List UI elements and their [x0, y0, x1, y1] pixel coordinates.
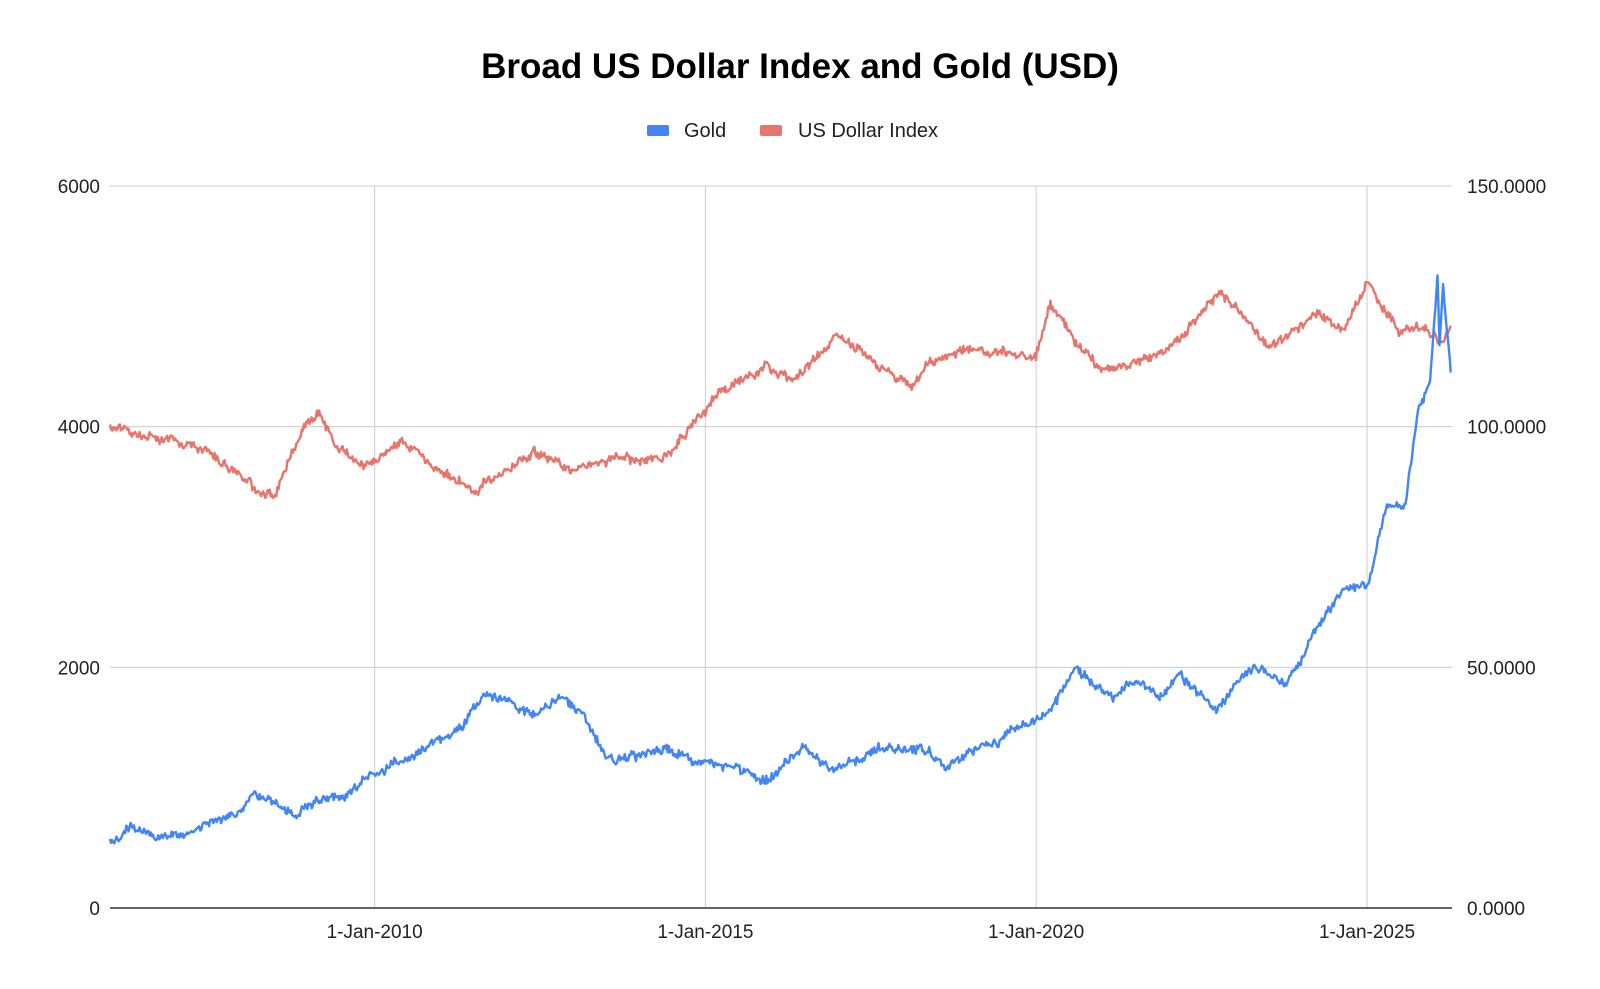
- horizontal-gridlines: [110, 185, 1452, 668]
- x-tick-label-0: 1-Jan-2010: [327, 922, 423, 943]
- legend: Gold US Dollar Index: [647, 120, 938, 142]
- legend-label-us-dollar-index: US Dollar Index: [798, 120, 938, 142]
- legend-label-gold: Gold: [684, 120, 726, 142]
- series-line-gold: [108, 274, 1452, 845]
- x-axis-tick-labels: 1-Jan-2010 1-Jan-2015 1-Jan-2020 1-Jan-2025: [327, 922, 1416, 943]
- x-tick-label-2: 1-Jan-2020: [988, 922, 1084, 943]
- left-axis-tick-labels: 0 2000 4000 6000: [58, 177, 100, 920]
- vertical-gridlines: [374, 186, 1368, 908]
- plot-area: [108, 274, 1452, 845]
- chart-title: Broad US Dollar Index and Gold (USD): [481, 47, 1119, 86]
- legend-swatch-us-dollar-index: [760, 125, 782, 136]
- right-axis-tick-labels: 0.0000 50.0000 100.0000 150.0000: [1467, 177, 1546, 920]
- left-tick-label-2: 4000: [58, 418, 100, 439]
- right-tick-label-0: 0.0000: [1467, 899, 1525, 920]
- right-tick-label-2: 100.0000: [1467, 418, 1546, 439]
- series-line-us-dollar-index: [108, 280, 1452, 500]
- legend-swatch-gold: [647, 125, 669, 136]
- left-tick-label-0: 0: [89, 899, 100, 920]
- left-tick-label-3: 6000: [58, 177, 100, 198]
- x-tick-label-1: 1-Jan-2015: [657, 922, 753, 943]
- x-tick-label-3: 1-Jan-2025: [1319, 922, 1415, 943]
- legend-item-gold[interactable]: Gold: [647, 120, 726, 142]
- legend-item-us-dollar-index[interactable]: US Dollar Index: [760, 120, 938, 142]
- right-tick-label-1: 50.0000: [1467, 658, 1536, 679]
- left-tick-label-1: 2000: [58, 658, 100, 679]
- right-tick-label-3: 150.0000: [1467, 177, 1546, 198]
